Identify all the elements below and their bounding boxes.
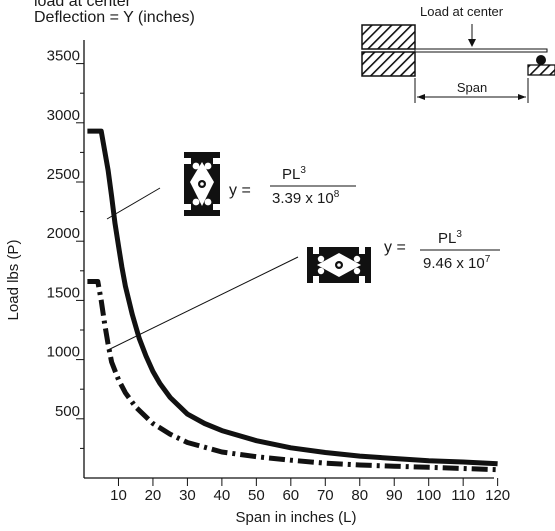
leader-line-upper	[106, 187, 161, 220]
y-tick-label: 3000	[47, 107, 80, 124]
y-tick-label: 500	[55, 403, 80, 420]
x-tick-label: 40	[214, 487, 231, 504]
header-line-1: load at center	[34, 0, 131, 10]
y-tick-label: 1000	[47, 344, 80, 361]
y-tick-label: 2000	[47, 225, 80, 242]
y-axis-label: Load lbs (P)	[5, 240, 22, 321]
series-line-solid	[87, 128, 498, 467]
x-tick-label: 120	[485, 487, 510, 504]
span-label: Span	[457, 80, 487, 95]
series-layer	[87, 128, 498, 473]
series-line-dash-dot	[87, 279, 498, 473]
extrusion-profile-horizontal-icon	[307, 247, 371, 283]
y-ticks: 500 1000 1500 2000 2500 3000 3500	[47, 48, 84, 449]
formula-lower: y = PL3 9.46 x 107	[384, 229, 500, 272]
formula-lower-numerator: PL3	[438, 229, 462, 247]
formula-upper-numerator: PL3	[282, 165, 306, 183]
x-tick-label: 20	[145, 487, 162, 504]
y-tick-label: 3500	[47, 48, 80, 65]
formula-lower-denominator: 9.46 x 107	[423, 254, 491, 272]
beam-diagram: Load at center Span	[361, 4, 555, 103]
x-ticks: 10 20 30 40 50 60 70 80 90 100 110 120	[110, 478, 510, 504]
x-tick-label: 80	[351, 487, 368, 504]
formula-upper-prefix: y =	[229, 182, 251, 199]
x-tick-label: 70	[317, 487, 334, 504]
formula-upper: y = PL3 3.39 x 108	[229, 165, 356, 207]
leader-line-lower	[107, 256, 299, 351]
y-tick-label: 1500	[47, 284, 80, 301]
x-tick-label: 110	[451, 487, 475, 504]
x-tick-label: 90	[386, 487, 403, 504]
load-at-center-label: Load at center	[420, 4, 504, 19]
y-tick-label: 2500	[47, 166, 80, 183]
x-tick-label: 30	[179, 487, 196, 504]
roller-support-icon	[536, 55, 546, 65]
x-tick-label: 60	[282, 487, 299, 504]
x-tick-label: 10	[110, 487, 127, 504]
x-tick-label: 50	[248, 487, 265, 504]
roller-support-base	[527, 64, 555, 76]
header-line-2: Deflection = Y (inches)	[34, 9, 195, 26]
fixed-support-bottom	[361, 51, 416, 77]
x-tick-label: 100	[416, 487, 441, 504]
formula-upper-denominator: 3.39 x 108	[272, 189, 340, 207]
x-axis-label: Span in inches (L)	[236, 509, 357, 526]
fixed-support-top	[361, 24, 416, 50]
beam	[414, 48, 548, 53]
formula-lower-prefix: y =	[384, 239, 406, 256]
extrusion-profile-vertical-icon	[184, 152, 220, 216]
